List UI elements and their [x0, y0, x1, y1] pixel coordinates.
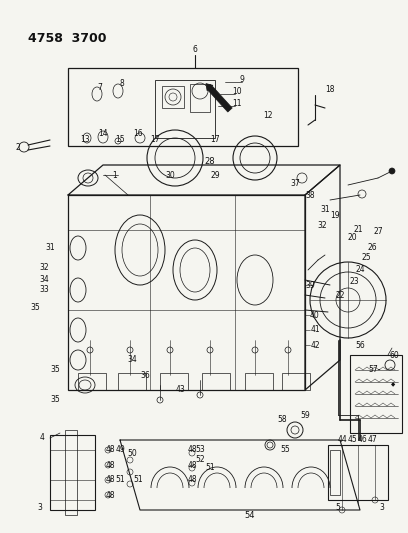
Text: 51: 51 [133, 475, 143, 484]
Bar [155, 80, 215, 138]
Text: 30: 30 [165, 171, 175, 180]
Text: 6: 6 [193, 45, 197, 54]
FancyArrow shape [206, 84, 232, 112]
Bar [202, 373, 230, 390]
Text: 12: 12 [263, 111, 273, 120]
Bar [350, 355, 402, 433]
Text: 51: 51 [205, 464, 215, 472]
Text: 44: 44 [337, 435, 347, 445]
Bar [328, 445, 388, 500]
Text: 48: 48 [187, 446, 197, 455]
Text: 48: 48 [105, 475, 115, 484]
Text: 26: 26 [367, 244, 377, 253]
Text: 34: 34 [39, 276, 49, 285]
Bar [118, 373, 146, 390]
Text: 1: 1 [113, 171, 118, 180]
Text: 29: 29 [210, 171, 220, 180]
Text: 54: 54 [245, 511, 255, 520]
Bar [190, 84, 210, 112]
Text: 33: 33 [39, 286, 49, 295]
Text: 36: 36 [140, 370, 150, 379]
Text: 57-: 57- [369, 366, 381, 375]
Text: 48: 48 [105, 461, 115, 470]
Bar [78, 373, 106, 390]
Bar [65, 430, 77, 515]
Bar [68, 195, 305, 390]
Text: 4: 4 [40, 433, 44, 442]
Text: 55: 55 [280, 446, 290, 455]
Text: 23: 23 [349, 278, 359, 287]
Text: 3: 3 [379, 504, 384, 513]
Text: 27: 27 [373, 228, 383, 237]
Text: 32: 32 [317, 221, 327, 230]
Text: 21: 21 [353, 225, 363, 235]
Text: 5: 5 [335, 504, 340, 513]
Text: 45: 45 [347, 435, 357, 445]
Text: 48: 48 [105, 490, 115, 499]
Text: 24: 24 [355, 265, 365, 274]
Text: 9: 9 [239, 76, 244, 85]
Text: 18: 18 [325, 85, 335, 94]
Text: 39: 39 [305, 280, 315, 289]
Text: 59: 59 [300, 410, 310, 419]
Text: 2: 2 [16, 143, 20, 152]
Text: 31: 31 [320, 206, 330, 214]
Text: 35: 35 [30, 303, 40, 312]
Bar [282, 373, 310, 390]
Text: 49: 49 [115, 446, 125, 455]
Text: 50: 50 [127, 448, 137, 457]
Text: 41: 41 [310, 326, 320, 335]
Text: 56: 56 [355, 341, 365, 350]
Text: 58: 58 [277, 416, 287, 424]
Text: 20: 20 [347, 233, 357, 243]
Text: 10: 10 [232, 87, 242, 96]
Text: 28: 28 [205, 157, 215, 166]
Text: 48: 48 [187, 475, 197, 484]
Text: 60: 60 [389, 351, 399, 359]
Text: 38: 38 [305, 190, 315, 199]
Text: 34: 34 [127, 356, 137, 365]
Bar [160, 373, 188, 390]
Text: ◆: ◆ [391, 383, 395, 387]
Text: 15: 15 [115, 135, 125, 144]
Text: 43: 43 [175, 385, 185, 394]
Text: 14: 14 [98, 128, 108, 138]
Text: 19: 19 [330, 211, 340, 220]
Bar [50, 435, 95, 510]
Text: 11: 11 [232, 100, 242, 109]
Text: 25: 25 [361, 254, 371, 262]
Text: 22: 22 [335, 290, 345, 300]
Text: 35: 35 [50, 395, 60, 405]
Text: 13: 13 [80, 135, 90, 144]
Bar [162, 86, 184, 108]
Text: 40: 40 [310, 311, 320, 319]
Text: 17: 17 [210, 135, 220, 144]
Text: 16: 16 [133, 128, 143, 138]
Text: 8: 8 [120, 79, 124, 88]
Text: 17: 17 [150, 135, 160, 144]
Text: 35: 35 [50, 366, 60, 375]
Text: 48: 48 [105, 446, 115, 455]
Bar [330, 450, 340, 495]
Text: 47: 47 [367, 435, 377, 445]
Text: 48: 48 [187, 461, 197, 470]
Text: 53: 53 [195, 446, 205, 455]
Text: 37: 37 [290, 179, 300, 188]
Text: 7: 7 [98, 84, 102, 93]
Text: 4758  3700: 4758 3700 [28, 32, 106, 45]
Text: 32: 32 [39, 263, 49, 272]
Text: 52: 52 [195, 456, 205, 464]
Text: 46: 46 [357, 435, 367, 445]
Circle shape [389, 168, 395, 174]
Text: 31: 31 [45, 244, 55, 253]
Text: 51: 51 [115, 475, 125, 484]
Bar [245, 373, 273, 390]
Text: 42: 42 [310, 341, 320, 350]
Text: 3: 3 [38, 504, 42, 513]
Bar [68, 68, 298, 146]
